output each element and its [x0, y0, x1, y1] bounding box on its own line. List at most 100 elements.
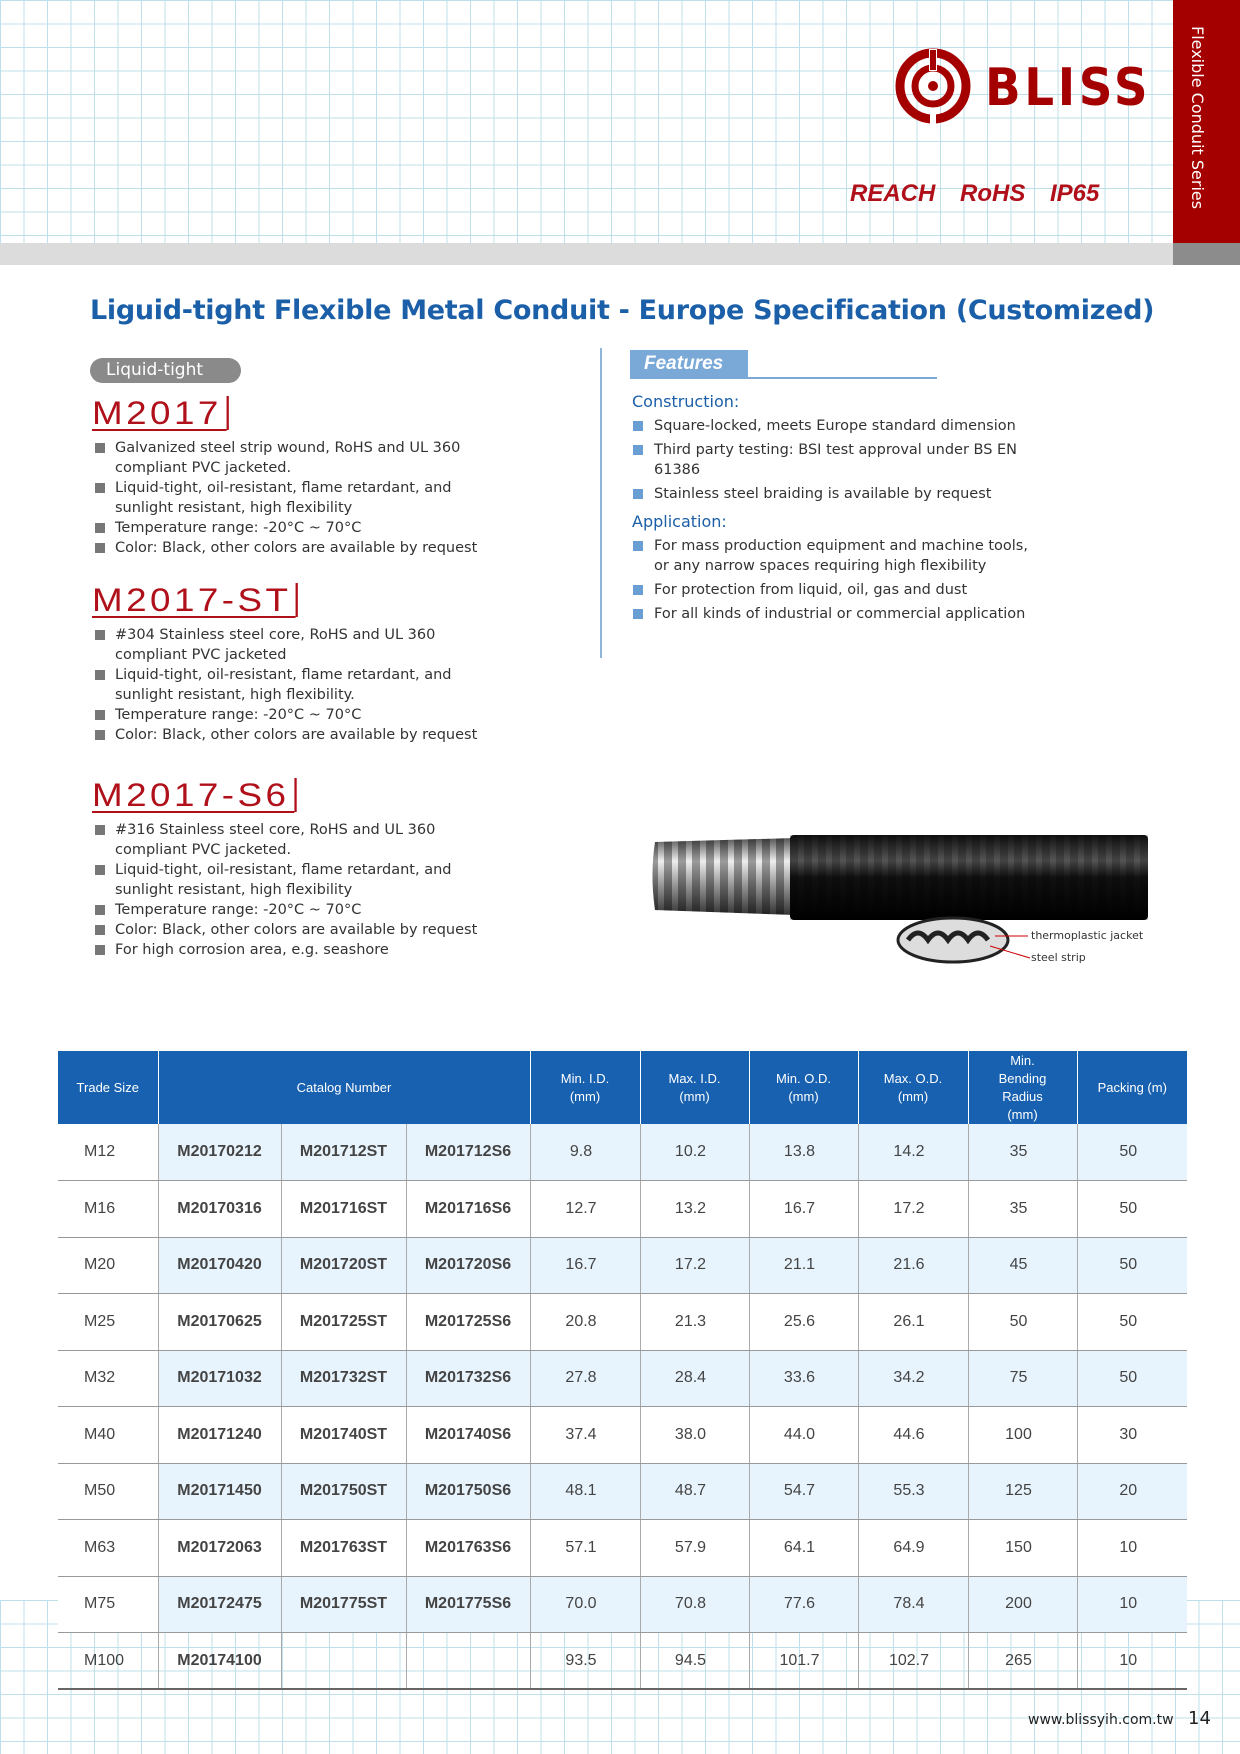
- table-cell: 16.7: [749, 1180, 859, 1238]
- bullet: Third party testing: BSI test approval u…: [632, 440, 1042, 480]
- table-cell: 26.1: [858, 1293, 969, 1351]
- table-cell: 93.5: [530, 1632, 641, 1690]
- series-label: Flexible Conduit Series: [1188, 26, 1207, 210]
- table-cell: 28.4: [640, 1350, 750, 1407]
- table-cell: 55.3: [858, 1463, 969, 1520]
- table-cell: 25.6: [749, 1293, 859, 1351]
- table-cell: M20174100: [158, 1632, 282, 1690]
- table-cell: 12.7: [530, 1180, 641, 1238]
- column-divider: [600, 348, 602, 658]
- table-cell: 265: [968, 1632, 1078, 1690]
- table-cell: M25: [58, 1293, 159, 1351]
- table-cell: 27.8: [530, 1350, 641, 1407]
- table-cell: 35: [968, 1124, 1078, 1181]
- table-cell: 54.7: [749, 1463, 859, 1520]
- construction-heading: Construction:: [632, 392, 740, 411]
- table-cell: M20171450: [158, 1463, 282, 1520]
- table-cell: 50: [1077, 1293, 1187, 1351]
- model-bullets: #304 Stainless steel core, RoHS and UL 3…: [95, 625, 495, 745]
- table-cell: 33.6: [749, 1350, 859, 1407]
- col-header: Max. I.D. (mm): [640, 1051, 750, 1124]
- table-cell: 70.8: [640, 1576, 750, 1633]
- application-heading: Application:: [632, 512, 727, 531]
- model-title: M2017-ST: [92, 583, 299, 618]
- table-cell: 101.7: [749, 1632, 859, 1690]
- table-cell: 38.0: [640, 1406, 750, 1464]
- table-cell: 57.1: [530, 1519, 641, 1577]
- col-header: Min. O.D. (mm): [749, 1051, 859, 1124]
- table-cell: M32: [58, 1350, 159, 1407]
- table-cell: M75: [58, 1576, 159, 1633]
- table-cell: M20170316: [158, 1180, 282, 1238]
- header-divider: [0, 243, 1173, 265]
- table-cell: M20171240: [158, 1406, 282, 1464]
- table-row: M40 M20171240 M201740ST M201740S6 37.4 38.0 44…: [58, 1406, 1187, 1464]
- bullet: Color: Black, other colors are available…: [95, 725, 495, 745]
- bullet: Square-locked, meets Europe standard dim…: [632, 416, 1042, 436]
- bullet: Temperature range: -20°C ~ 70°C: [95, 705, 495, 725]
- table-cell: [281, 1632, 407, 1690]
- table-cell: M20172475: [158, 1576, 282, 1633]
- table-cell: 16.7: [530, 1237, 641, 1294]
- table-cell: 94.5: [640, 1632, 750, 1690]
- table-cell: M12: [58, 1124, 159, 1181]
- model-bullets: Galvanized steel strip wound, RoHS and U…: [95, 438, 495, 558]
- table-cell: 13.8: [749, 1124, 859, 1181]
- bullet: Color: Black, other colors are available…: [95, 920, 495, 940]
- strip-label: steel strip: [1031, 951, 1086, 964]
- features-tab: Features: [630, 350, 748, 378]
- table-cell: M201725ST: [281, 1293, 407, 1351]
- table-cell: M201720S6: [406, 1237, 531, 1294]
- table-row: M20 M20170420 M201720ST M201720S6 16.7 17.2 21…: [58, 1237, 1187, 1294]
- table-cell: M16: [58, 1180, 159, 1238]
- table-cell: 34.2: [858, 1350, 969, 1407]
- table-cell: 21.1: [749, 1237, 859, 1294]
- table-cell: 44.0: [749, 1406, 859, 1464]
- table-cell: 44.6: [858, 1406, 969, 1464]
- table-cell: [406, 1632, 531, 1690]
- table-cell: M201740ST: [281, 1406, 407, 1464]
- table-cell: M201712S6: [406, 1124, 531, 1181]
- jacket-label: thermoplastic jacket: [1031, 929, 1144, 942]
- page-number: 14: [1188, 1708, 1211, 1729]
- table-cell: 57.9: [640, 1519, 750, 1577]
- bullet: #304 Stainless steel core, RoHS and UL 3…: [95, 625, 495, 665]
- table-cell: 10: [1077, 1576, 1187, 1633]
- features-underline: [630, 377, 937, 379]
- table-cell: 77.6: [749, 1576, 859, 1633]
- bullet: For mass production equipment and machin…: [632, 536, 1032, 576]
- table-cell: M201763ST: [281, 1519, 407, 1577]
- table-cell: M201775S6: [406, 1576, 531, 1633]
- spec-table: Trade Size Catalog Number Min. I.D. (mm)…: [58, 1051, 1187, 1690]
- bullet: Liquid-tight, oil-resistant, flame retar…: [95, 478, 495, 518]
- table-row: M100 M20174100 93.5 94.5 101.7 102.7 265 10: [58, 1632, 1187, 1690]
- series-band-foot: [1173, 243, 1240, 265]
- table-cell: M201750S6: [406, 1463, 531, 1520]
- table-cell: M50: [58, 1463, 159, 1520]
- table-cell: M201716ST: [281, 1180, 407, 1238]
- table-cell: M201712ST: [281, 1124, 407, 1181]
- series-band: [1173, 0, 1240, 243]
- bullet: For all kinds of industrial or commercia…: [632, 604, 1032, 624]
- model-bullets: #316 Stainless steel core, RoHS and UL 3…: [95, 820, 495, 960]
- table-cell: 70.0: [530, 1576, 641, 1633]
- table-cell: 13.2: [640, 1180, 750, 1238]
- table-row: M63 M20172063 M201763ST M201763S6 57.1 57.9 64…: [58, 1519, 1187, 1577]
- table-row: M25 M20170625 M201725ST M201725S6 20.8 21.3 25…: [58, 1293, 1187, 1351]
- table-cell: M201763S6: [406, 1519, 531, 1577]
- table-cell: 10.2: [640, 1124, 750, 1181]
- table-cell: 37.4: [530, 1406, 641, 1464]
- table-cell: M100: [58, 1632, 159, 1690]
- table-cell: 21.3: [640, 1293, 750, 1351]
- table-cell: M201716S6: [406, 1180, 531, 1238]
- table-cell: M63: [58, 1519, 159, 1577]
- certifications: REACH RoHS IP65: [850, 180, 1100, 207]
- bullet: For protection from liquid, oil, gas and…: [632, 580, 1032, 600]
- bullet: #316 Stainless steel core, RoHS and UL 3…: [95, 820, 495, 860]
- table-cell: 50: [968, 1293, 1078, 1351]
- table-row: M32 M20171032 M201732ST M201732S6 27.8 28.4 33…: [58, 1350, 1187, 1407]
- application-list: For mass production equipment and machin…: [632, 536, 1032, 628]
- table-cell: 75: [968, 1350, 1078, 1407]
- table-row: M75 M20172475 M201775ST M201775S6 70.0 70.8 77…: [58, 1576, 1187, 1633]
- table-cell: 30: [1077, 1406, 1187, 1464]
